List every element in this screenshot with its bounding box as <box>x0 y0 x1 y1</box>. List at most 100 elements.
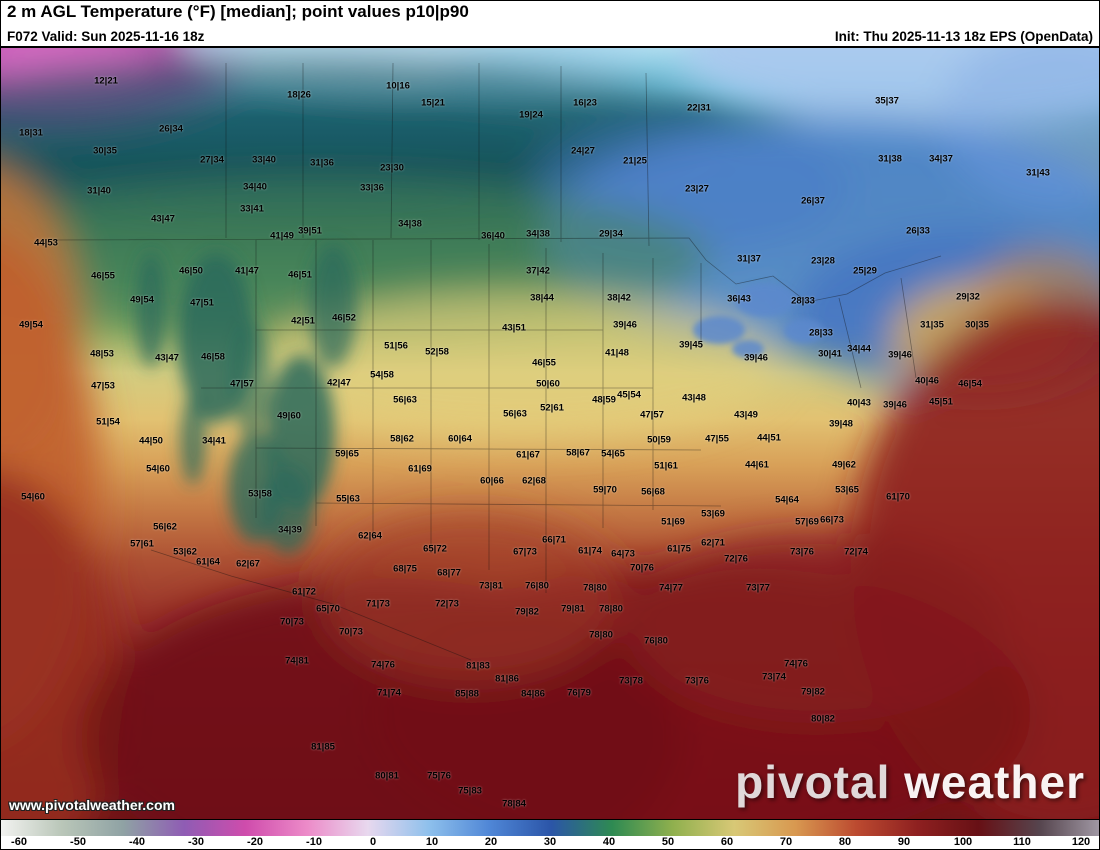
point-value: 53|65 <box>835 484 859 496</box>
point-value: 51|56 <box>384 340 408 352</box>
point-value: 62|67 <box>236 558 260 570</box>
point-value: 49|54 <box>19 319 43 331</box>
point-value: 38|44 <box>530 292 554 304</box>
point-value: 80|82 <box>811 713 835 725</box>
point-value: 57|61 <box>130 538 154 550</box>
point-value: 19|24 <box>519 109 543 121</box>
point-value: 54|65 <box>601 448 625 460</box>
point-value: 16|23 <box>573 97 597 109</box>
point-value: 33|36 <box>360 182 384 194</box>
point-value: 44|50 <box>139 435 163 447</box>
point-value: 78|80 <box>599 603 623 615</box>
point-value: 46|55 <box>532 357 556 369</box>
point-value: 30|35 <box>93 145 117 157</box>
point-value: 31|37 <box>737 253 761 265</box>
point-value: 73|74 <box>762 671 786 683</box>
colorbar-tick-label: -60 <box>11 836 27 848</box>
point-value: 43|47 <box>155 352 179 364</box>
point-value: 39|45 <box>679 339 703 351</box>
point-value: 43|47 <box>151 213 175 225</box>
point-value: 40|43 <box>847 397 871 409</box>
point-value: 48|53 <box>90 348 114 360</box>
point-value: 62|71 <box>701 537 725 549</box>
point-value: 55|63 <box>336 493 360 505</box>
point-value: 58|62 <box>390 433 414 445</box>
point-value: 47|57 <box>640 409 664 421</box>
point-value: 73|81 <box>479 580 503 592</box>
point-value: 61|72 <box>292 586 316 598</box>
logo-word-pivotal: pivotal <box>735 756 891 808</box>
point-value: 44|51 <box>757 432 781 444</box>
point-value: 41|47 <box>235 265 259 277</box>
point-value: 34|41 <box>202 435 226 447</box>
colorbar-tick-label: 30 <box>543 836 557 848</box>
point-value: 71|74 <box>377 687 401 699</box>
point-value: 24|27 <box>571 145 595 157</box>
point-value: 33|40 <box>252 154 276 166</box>
point-value: 46|55 <box>91 270 115 282</box>
point-value: 26|34 <box>159 123 183 135</box>
point-value: 43|48 <box>682 392 706 404</box>
point-value: 66|71 <box>542 534 566 546</box>
point-value: 79|81 <box>561 603 585 615</box>
colorbar-tick-label: 80 <box>838 836 852 848</box>
point-value: 56|63 <box>393 394 417 406</box>
point-value: 78|84 <box>502 798 526 810</box>
point-value: 52|61 <box>540 402 564 414</box>
point-value: 74|81 <box>285 655 309 667</box>
colorbar-tick-label: 120 <box>1071 836 1091 848</box>
point-value: 26|33 <box>906 225 930 237</box>
point-value: 50|60 <box>536 378 560 390</box>
point-value: 73|78 <box>619 675 643 687</box>
point-value: 18|26 <box>287 89 311 101</box>
temperature-map: 12|21 10|16 18|26 15|21 16|23 22|31 35|37 19|24… <box>1 46 1099 819</box>
point-value: 59|65 <box>335 448 359 460</box>
point-value: 10|16 <box>386 80 410 92</box>
point-value: 54|60 <box>21 491 45 503</box>
point-value: 34|38 <box>526 228 550 240</box>
point-value: 56|63 <box>503 408 527 420</box>
point-value: 47|51 <box>190 297 214 309</box>
point-value: 39|51 <box>298 225 322 237</box>
point-value: 66|73 <box>820 514 844 526</box>
point-value: 65|70 <box>316 603 340 615</box>
point-value: 70|73 <box>339 626 363 638</box>
point-value: 61|64 <box>196 556 220 568</box>
point-value: 84|86 <box>521 688 545 700</box>
point-value: 39|46 <box>744 352 768 364</box>
page-title: 2 m AGL Temperature (°F) [median]; point… <box>7 2 469 21</box>
logo-word-weather: weather <box>904 756 1085 808</box>
point-value: 75|76 <box>427 770 451 782</box>
point-value: 46|50 <box>179 265 203 277</box>
point-value: 62|64 <box>358 530 382 542</box>
point-value: 34|37 <box>929 153 953 165</box>
point-value: 23|30 <box>380 162 404 174</box>
point-value: 31|40 <box>87 185 111 197</box>
point-value: 18|31 <box>19 127 43 139</box>
point-value: 73|77 <box>746 582 770 594</box>
point-value: 85|88 <box>455 688 479 700</box>
point-value: 39|46 <box>883 399 907 411</box>
colorbar-tick-label: -30 <box>188 836 204 848</box>
pivotal-weather-logo: pivotal weather <box>735 755 1085 809</box>
colorbar-tick-label: -40 <box>129 836 145 848</box>
colorbar-tick-label: 20 <box>484 836 498 848</box>
point-value: 57|69 <box>795 516 819 528</box>
point-value: 51|69 <box>661 516 685 528</box>
point-value: 39|46 <box>888 349 912 361</box>
point-value: 38|42 <box>607 292 631 304</box>
point-value: 31|35 <box>920 319 944 331</box>
point-value: 76|80 <box>525 580 549 592</box>
colorbar: -60 -50 -40 -30 -20 -10 0 10 20 30 40 50 60 70 80 90 100… <box>1 819 1099 849</box>
point-value: 51|54 <box>96 416 120 428</box>
valid-time-label: F072 Valid: Sun 2025-11-16 18z <box>7 29 205 44</box>
point-value: 74|76 <box>371 659 395 671</box>
point-value: 81|86 <box>495 673 519 685</box>
point-value: 80|81 <box>375 770 399 782</box>
point-value: 68|75 <box>393 563 417 575</box>
point-value: 79|82 <box>515 606 539 618</box>
colorbar-strip <box>1 820 1099 836</box>
colorbar-tick-label: 100 <box>953 836 973 848</box>
point-value: 39|46 <box>613 319 637 331</box>
point-value: 27|34 <box>200 154 224 166</box>
